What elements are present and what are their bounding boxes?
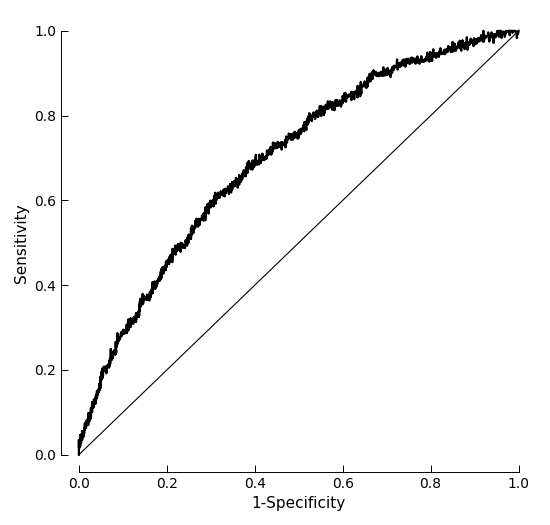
X-axis label: 1-Specificity: 1-Specificity bbox=[251, 496, 346, 511]
Y-axis label: Sensitivity: Sensitivity bbox=[14, 203, 29, 282]
